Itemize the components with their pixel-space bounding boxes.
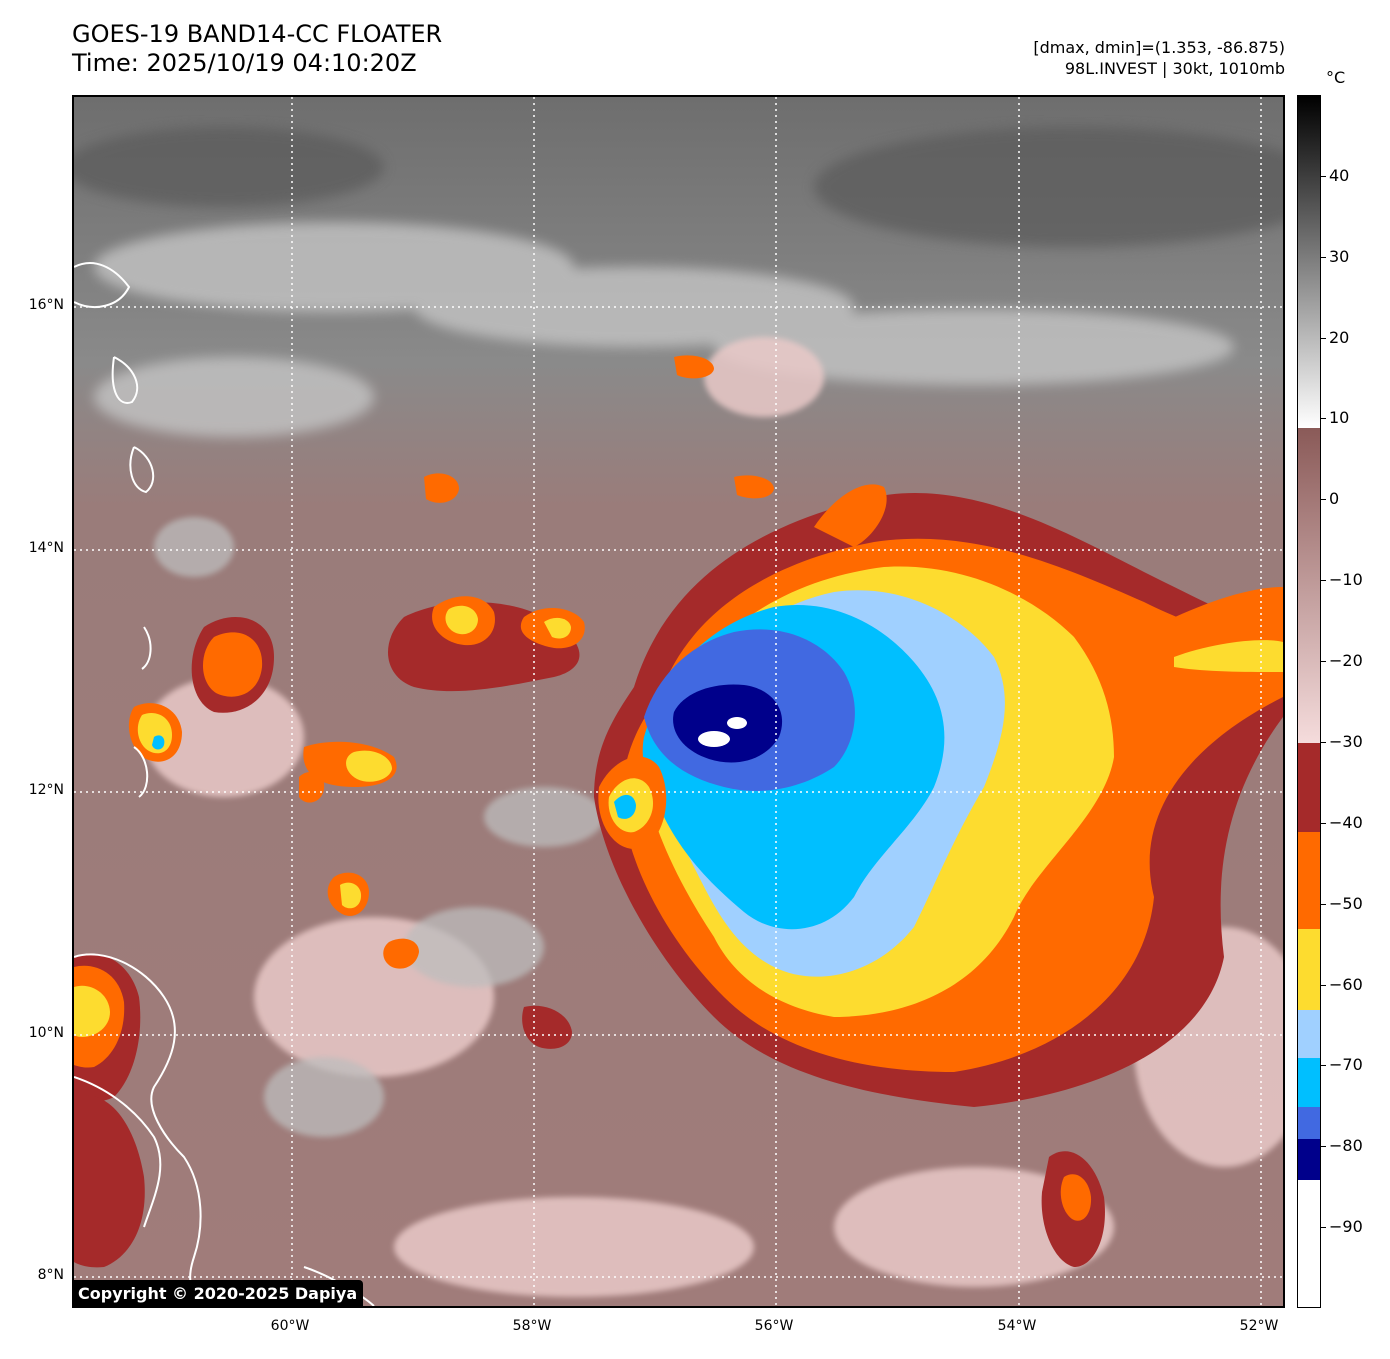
colorbar-tick-mark: [1321, 903, 1326, 905]
storm-info: 98L.INVEST | 30kt, 1010mb: [1064, 59, 1285, 78]
colorbar-tick-label: 0: [1329, 489, 1340, 509]
colorbar-tick-mark: [1321, 1146, 1326, 1148]
colorbar-tick-label: 20: [1329, 327, 1350, 347]
colorbar-tick-label: −50: [1329, 893, 1363, 913]
lon-label-56w: 56°W: [754, 1318, 794, 1334]
colorbar-tick-label: −60: [1329, 974, 1363, 994]
info-block: [dmax, dmin]=(1.353, -86.875) 98L.INVEST…: [1033, 37, 1285, 79]
colorbar-tick-label: 30: [1329, 246, 1350, 266]
colorbar-tick-label: −90: [1329, 1217, 1363, 1237]
lon-label-54w: 54°W: [997, 1318, 1037, 1334]
colorbar-tick-mark: [1321, 822, 1326, 824]
data-range: [dmax, dmin]=(1.353, -86.875): [1033, 38, 1285, 57]
colorbar-tick-label: −20: [1329, 651, 1363, 671]
colorbar-band: [1298, 1139, 1320, 1181]
colorbar-band: [1298, 1106, 1320, 1140]
colorbar-tick-mark: [1321, 1065, 1326, 1067]
chart-title: GOES-19 BAND14-CC FLOATER Time: 2025/10/…: [72, 20, 442, 78]
colorbar-tick-mark: [1321, 580, 1326, 582]
colorbar-band: [1298, 831, 1320, 930]
colorbar-tick-mark: [1321, 256, 1326, 258]
colorbar-tick-label: −70: [1329, 1055, 1363, 1075]
lon-label-52w: 52°W: [1239, 1318, 1279, 1334]
title-product: GOES-19 BAND14-CC FLOATER: [72, 20, 443, 48]
colorbar-band: [1298, 742, 1320, 833]
lat-label-10n: 10°N: [28, 1025, 64, 1041]
lon-label-58w: 58°W: [512, 1318, 552, 1334]
colorbar-tick-label: −80: [1329, 1136, 1363, 1156]
colorbar-tick-mark: [1321, 175, 1326, 177]
satellite-map: [72, 95, 1285, 1308]
colorbar-band: [1298, 427, 1320, 744]
colorbar-tick-mark: [1321, 984, 1326, 986]
colorbar-tick-mark: [1321, 499, 1326, 501]
colorbar-tick-mark: [1321, 661, 1326, 663]
lat-label-8n: 8°N: [37, 1267, 64, 1283]
colorbar-band: [1298, 96, 1320, 429]
colorbar-tick-label: −40: [1329, 812, 1363, 832]
colorbar-band: [1298, 1179, 1320, 1307]
colorbar-band: [1298, 1058, 1320, 1108]
colorbar-unit: °C: [1326, 68, 1346, 87]
colorbar-tick-label: −10: [1329, 570, 1363, 590]
lat-label-14n: 14°N: [28, 540, 64, 556]
lon-label-60w: 60°W: [270, 1318, 310, 1334]
title-time: Time: 2025/10/19 04:10:20Z: [72, 49, 417, 77]
copyright-label: Copyright © 2020-2025 Dapiya: [72, 1280, 364, 1307]
colorbar: [1297, 95, 1321, 1308]
colorbar-tick-mark: [1321, 337, 1326, 339]
colorbar-tick-label: 10: [1329, 408, 1350, 428]
colorbar-band: [1298, 928, 1320, 1011]
lat-label-16n: 16°N: [28, 297, 64, 313]
colorbar-band: [1298, 1009, 1320, 1059]
colorbar-tick-label: −30: [1329, 731, 1363, 751]
satellite-image: [74, 97, 1283, 1306]
colorbar-tick-mark: [1321, 418, 1326, 420]
colorbar-tick-mark: [1321, 741, 1326, 743]
lat-label-12n: 12°N: [28, 782, 64, 798]
colorbar-tick-label: 40: [1329, 165, 1350, 185]
colorbar-tick-mark: [1321, 1227, 1326, 1229]
